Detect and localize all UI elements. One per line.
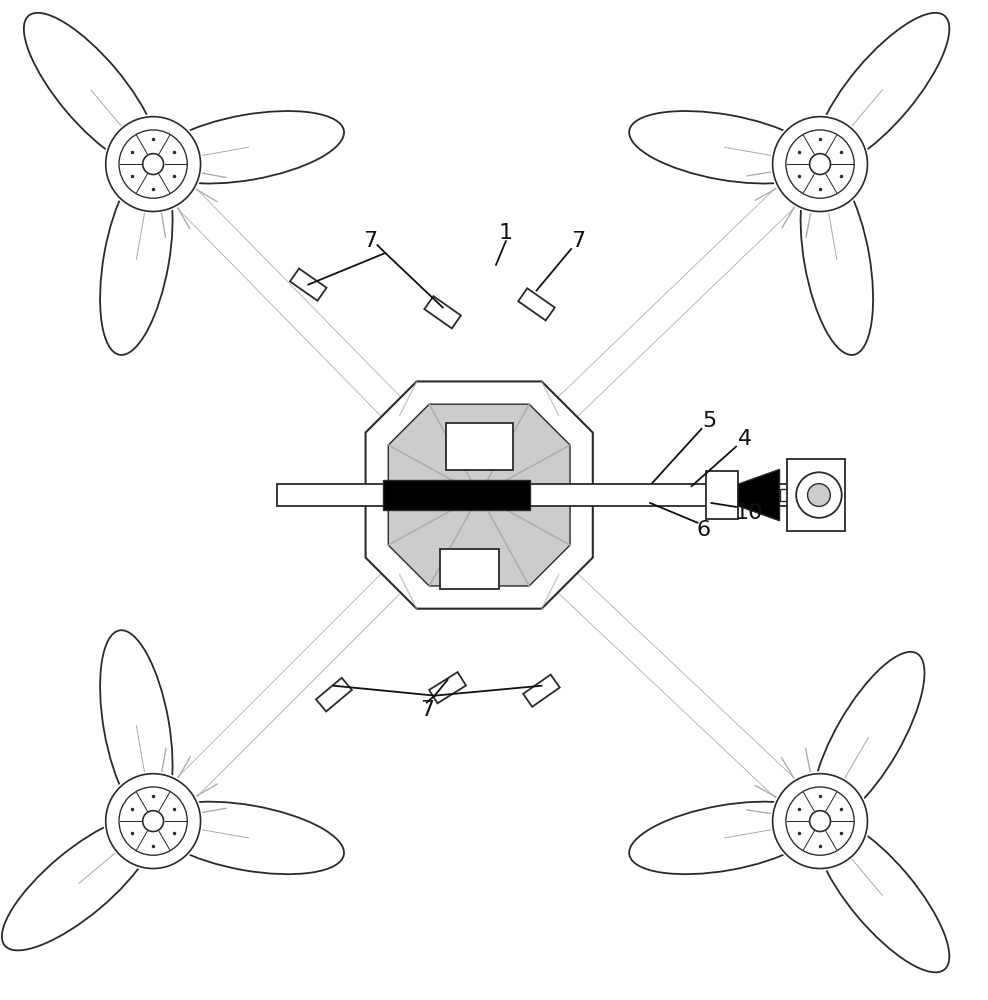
Circle shape bbox=[809, 811, 831, 832]
Polygon shape bbox=[549, 565, 829, 831]
Polygon shape bbox=[143, 565, 409, 831]
Polygon shape bbox=[429, 672, 466, 703]
Circle shape bbox=[104, 114, 203, 214]
Polygon shape bbox=[518, 288, 555, 320]
Circle shape bbox=[809, 154, 831, 175]
Polygon shape bbox=[523, 675, 560, 707]
Polygon shape bbox=[424, 296, 461, 328]
Text: 7: 7 bbox=[571, 231, 585, 251]
Text: 10: 10 bbox=[735, 503, 763, 523]
Circle shape bbox=[142, 811, 164, 832]
Circle shape bbox=[807, 484, 830, 506]
Polygon shape bbox=[738, 469, 780, 521]
FancyBboxPatch shape bbox=[706, 471, 738, 519]
FancyBboxPatch shape bbox=[780, 489, 787, 501]
FancyBboxPatch shape bbox=[446, 423, 513, 470]
Text: 6: 6 bbox=[697, 520, 710, 540]
Circle shape bbox=[104, 771, 203, 871]
FancyBboxPatch shape bbox=[787, 459, 845, 531]
FancyBboxPatch shape bbox=[277, 484, 810, 506]
FancyBboxPatch shape bbox=[382, 480, 531, 510]
Circle shape bbox=[796, 472, 842, 518]
FancyBboxPatch shape bbox=[440, 549, 499, 589]
Circle shape bbox=[771, 771, 869, 871]
Text: 7: 7 bbox=[420, 700, 434, 720]
Circle shape bbox=[142, 154, 164, 175]
Text: 1: 1 bbox=[499, 223, 513, 243]
Polygon shape bbox=[549, 154, 829, 425]
Text: 4: 4 bbox=[738, 429, 752, 449]
Polygon shape bbox=[366, 381, 593, 609]
Text: 7: 7 bbox=[364, 231, 377, 251]
Polygon shape bbox=[316, 678, 352, 711]
Polygon shape bbox=[388, 404, 570, 586]
Polygon shape bbox=[143, 155, 409, 425]
Text: 5: 5 bbox=[702, 411, 716, 431]
Circle shape bbox=[771, 114, 869, 214]
Polygon shape bbox=[289, 269, 327, 301]
